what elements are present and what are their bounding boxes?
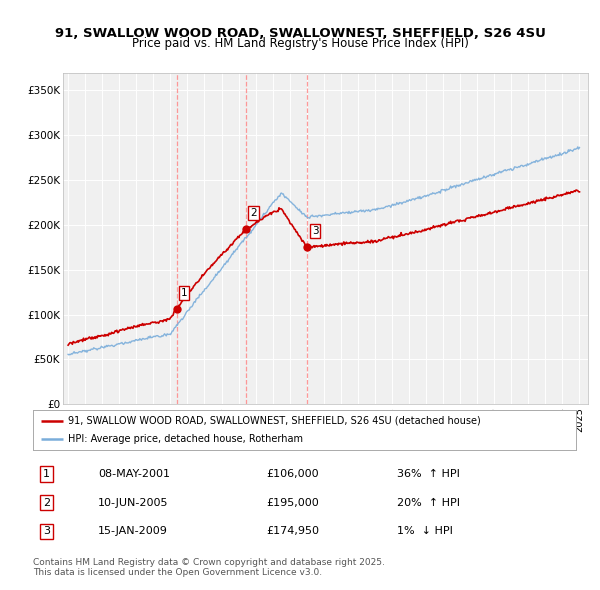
- Text: 08-MAY-2001: 08-MAY-2001: [98, 469, 170, 479]
- Text: 2: 2: [43, 498, 50, 507]
- Text: 36%  ↑ HPI: 36% ↑ HPI: [397, 469, 460, 479]
- Text: £195,000: £195,000: [266, 498, 319, 507]
- Text: 20%  ↑ HPI: 20% ↑ HPI: [397, 498, 460, 507]
- Text: 3: 3: [311, 226, 319, 236]
- Text: 2: 2: [250, 208, 257, 218]
- Text: HPI: Average price, detached house, Rotherham: HPI: Average price, detached house, Roth…: [68, 434, 303, 444]
- Text: Price paid vs. HM Land Registry's House Price Index (HPI): Price paid vs. HM Land Registry's House …: [131, 37, 469, 50]
- Text: 15-JAN-2009: 15-JAN-2009: [98, 526, 168, 536]
- Text: £174,950: £174,950: [266, 526, 319, 536]
- Text: 10-JUN-2005: 10-JUN-2005: [98, 498, 169, 507]
- Text: Contains HM Land Registry data © Crown copyright and database right 2025.
This d: Contains HM Land Registry data © Crown c…: [33, 558, 385, 577]
- Text: 91, SWALLOW WOOD ROAD, SWALLOWNEST, SHEFFIELD, S26 4SU: 91, SWALLOW WOOD ROAD, SWALLOWNEST, SHEF…: [55, 27, 545, 40]
- Text: 1: 1: [43, 469, 50, 479]
- Text: 1: 1: [181, 288, 187, 298]
- Text: 3: 3: [43, 526, 50, 536]
- Text: £106,000: £106,000: [266, 469, 319, 479]
- Text: 91, SWALLOW WOOD ROAD, SWALLOWNEST, SHEFFIELD, S26 4SU (detached house): 91, SWALLOW WOOD ROAD, SWALLOWNEST, SHEF…: [68, 416, 481, 426]
- Text: 1%  ↓ HPI: 1% ↓ HPI: [397, 526, 452, 536]
